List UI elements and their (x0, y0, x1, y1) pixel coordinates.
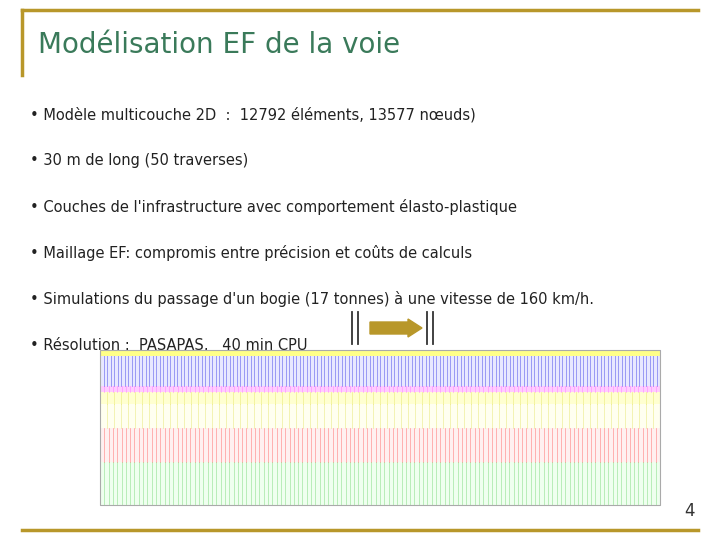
FancyArrow shape (370, 319, 422, 337)
Bar (100, 350, 660, 356)
Bar (100, 386, 660, 392)
Bar (100, 428, 660, 462)
Text: 4: 4 (685, 502, 695, 520)
Bar (100, 350, 660, 386)
Bar (100, 350, 660, 505)
Text: • Maillage EF: compromis entre précision et coûts de calculs: • Maillage EF: compromis entre précision… (30, 245, 472, 261)
Text: • 30 m de long (50 traverses): • 30 m de long (50 traverses) (30, 153, 248, 168)
Text: Modélisation EF de la voie: Modélisation EF de la voie (38, 31, 400, 59)
Text: • Modèle multicouche 2D  :  12792 éléments, 13577 nœuds): • Modèle multicouche 2D : 12792 éléments… (30, 107, 476, 123)
Bar (100, 404, 660, 428)
Text: • Résolution :  PASAPAS,   40 min CPU: • Résolution : PASAPAS, 40 min CPU (30, 338, 307, 353)
Text: • Simulations du passage d'un bogie (17 tonnes) à une vitesse de 160 km/h.: • Simulations du passage d'un bogie (17 … (30, 291, 594, 307)
Bar (100, 392, 660, 404)
Text: • Couches de l'infrastructure avec comportement élasto-plastique: • Couches de l'infrastructure avec compo… (30, 199, 517, 215)
Bar (100, 462, 660, 505)
